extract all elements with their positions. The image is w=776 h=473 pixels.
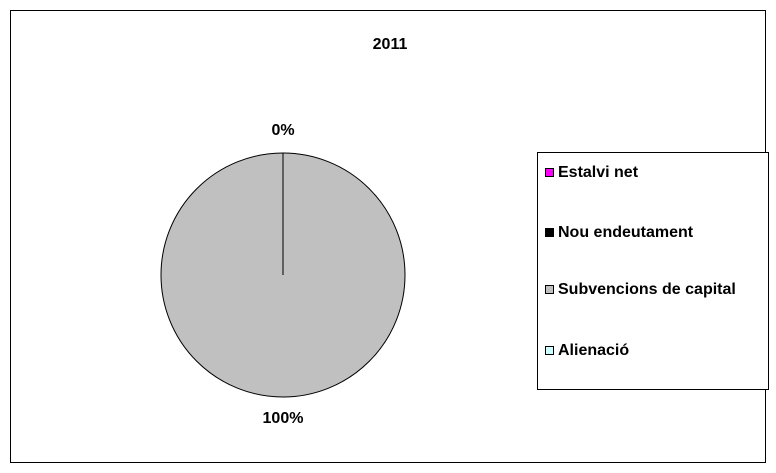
legend-label: Alienació bbox=[558, 342, 630, 359]
legend-swatch bbox=[545, 285, 554, 294]
data-label: 0% bbox=[271, 122, 294, 139]
legend-label: Nou endeutament bbox=[558, 224, 694, 241]
legend-label: Subvencions de capital bbox=[558, 281, 736, 298]
legend-swatch bbox=[545, 228, 554, 237]
legend-swatch bbox=[545, 168, 554, 177]
legend-item: Nou endeutament bbox=[543, 223, 768, 242]
legend-item: Alienació bbox=[543, 341, 768, 360]
legend-label: Estalvi net bbox=[558, 164, 639, 181]
data-label: 100% bbox=[263, 410, 304, 427]
chart-title: 2011 bbox=[373, 36, 408, 53]
legend: Estalvi net Nou endeutament Subvencions de… bbox=[537, 152, 769, 390]
legend-swatch bbox=[545, 346, 554, 355]
legend-item: Estalvi net bbox=[543, 163, 768, 182]
legend-item: Subvencions de capital bbox=[543, 280, 768, 299]
